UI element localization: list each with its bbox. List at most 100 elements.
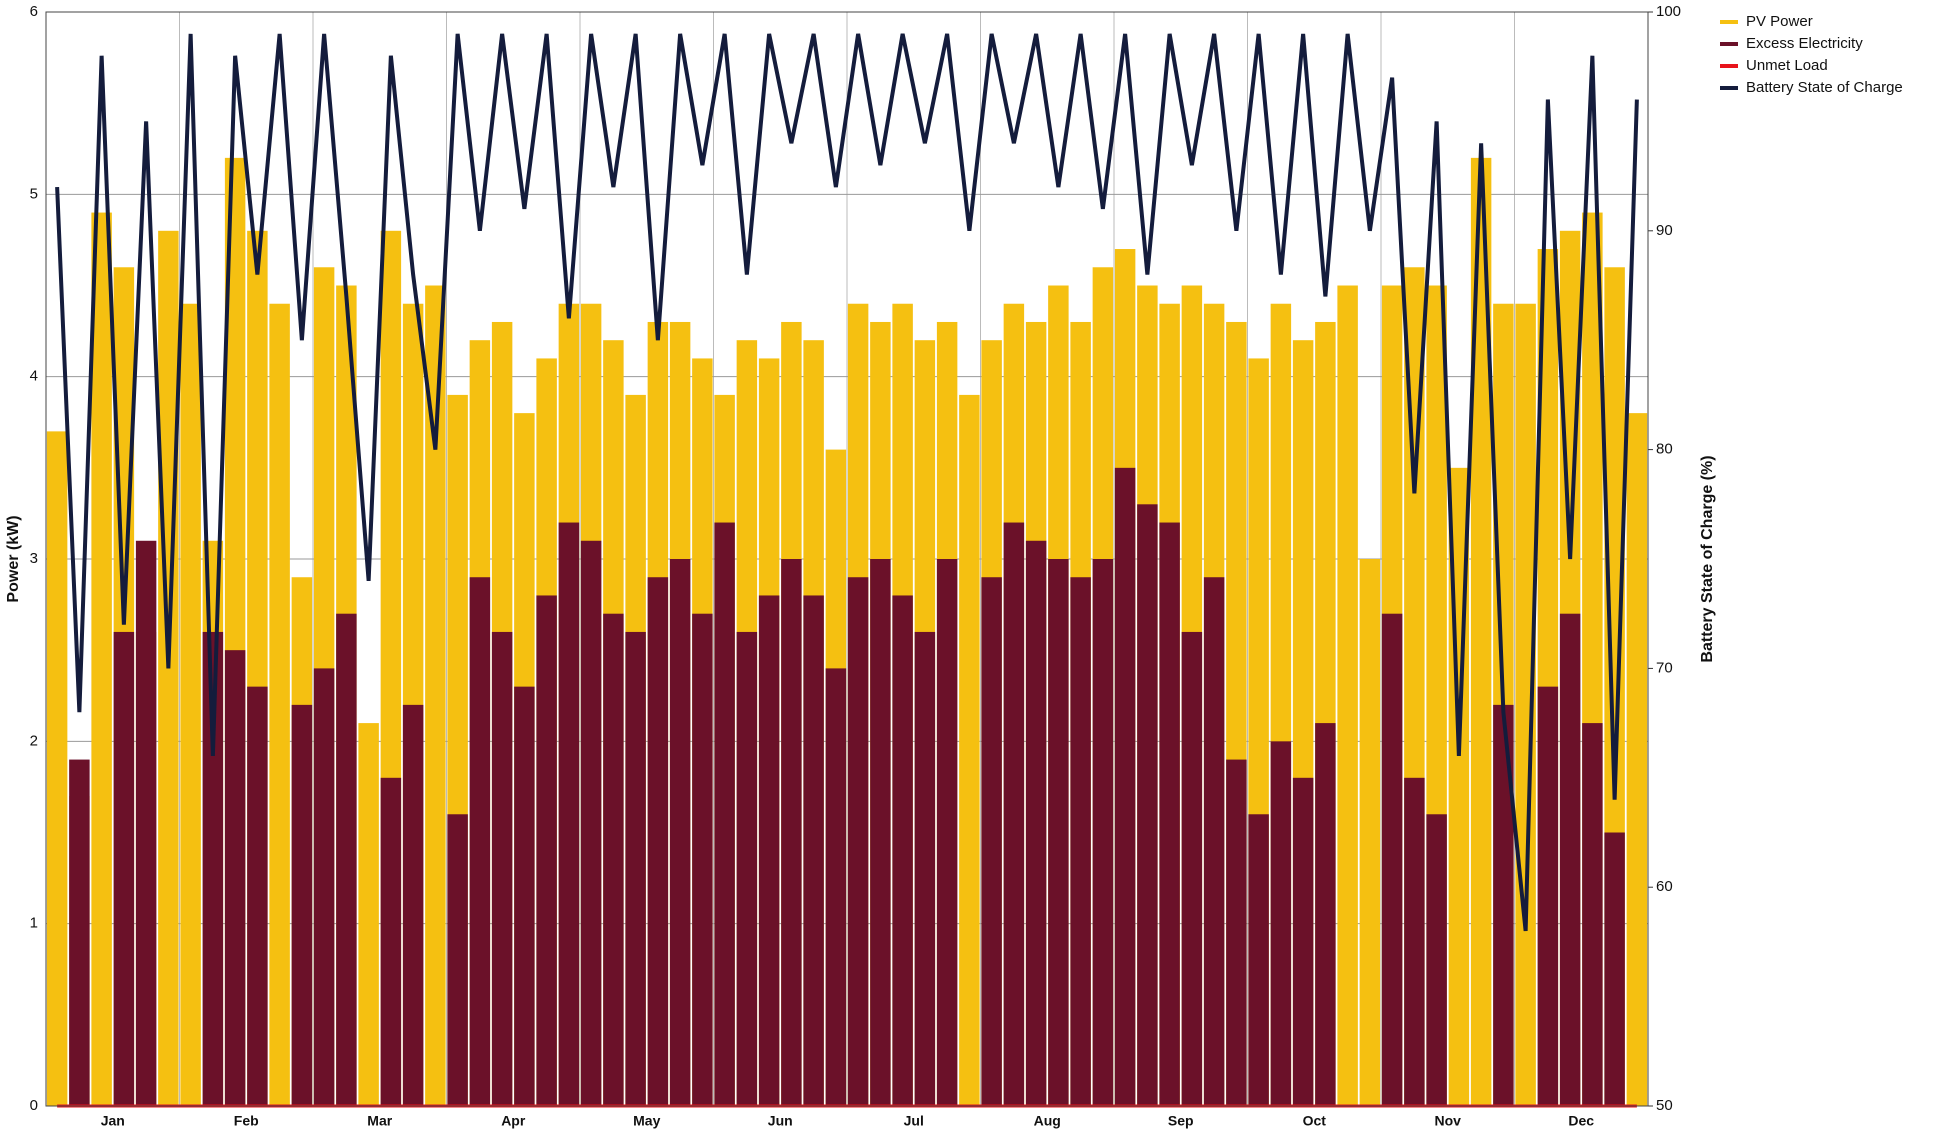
bar <box>1470 157 1492 1106</box>
bar <box>202 631 224 1106</box>
bar <box>1114 467 1136 1106</box>
x-tick-label: Jul <box>904 1113 924 1129</box>
bar <box>558 522 580 1106</box>
bar <box>514 686 535 1106</box>
bar <box>536 595 557 1106</box>
bar <box>669 559 691 1106</box>
bar <box>269 303 290 1106</box>
y-tick-label: 0 <box>30 1097 38 1114</box>
bar <box>692 613 713 1106</box>
bar <box>46 431 68 1106</box>
series-line <box>55 33 1639 932</box>
bar <box>1493 704 1514 1106</box>
y2-tick-label: 50 <box>1656 1097 1673 1114</box>
bar <box>1203 577 1225 1106</box>
x-tick-label: Mar <box>367 1113 392 1129</box>
bar <box>336 613 357 1106</box>
x-tick-label: Jun <box>768 1113 793 1129</box>
bar <box>1092 559 1114 1106</box>
bar <box>1048 559 1069 1106</box>
x-tick-label: May <box>633 1113 660 1129</box>
y-tick-label: 1 <box>30 915 38 932</box>
plot-frame <box>45 11 1649 1107</box>
bar <box>135 540 157 1106</box>
bar <box>180 303 201 1106</box>
x-tick-label: Oct <box>1303 1113 1327 1129</box>
bar <box>870 559 891 1106</box>
bar <box>113 631 135 1106</box>
bar <box>247 686 268 1106</box>
bar <box>1137 504 1158 1106</box>
x-tick-label: Nov <box>1435 1113 1462 1129</box>
x-tick-label: Aug <box>1034 1113 1061 1129</box>
bar <box>402 704 424 1106</box>
bar <box>914 631 936 1106</box>
bar <box>313 668 335 1106</box>
x-tick-label: Sep <box>1168 1113 1194 1129</box>
legend-label: PV Power <box>1746 13 1813 30</box>
bar <box>1025 540 1047 1106</box>
y2-tick-label: 90 <box>1656 222 1673 239</box>
legend-label: Battery State of Charge <box>1746 79 1903 96</box>
bar <box>959 394 980 1106</box>
bar <box>1559 613 1581 1106</box>
bar <box>91 212 112 1107</box>
bar <box>1537 686 1559 1106</box>
y2-tick-label: 100 <box>1656 3 1681 20</box>
bar <box>936 559 958 1106</box>
bar <box>825 668 847 1106</box>
bar <box>1626 413 1648 1107</box>
y2-tick-label: 70 <box>1656 659 1673 676</box>
bar <box>291 704 313 1106</box>
bar <box>358 723 379 1106</box>
bar <box>1426 814 1447 1106</box>
bar <box>69 759 90 1106</box>
bar <box>447 814 468 1106</box>
bar <box>1582 723 1603 1106</box>
bar <box>1381 613 1403 1106</box>
bar <box>1337 285 1358 1106</box>
bar <box>981 577 1002 1106</box>
y2-tick-label: 80 <box>1656 441 1673 458</box>
bar <box>1515 303 1536 1106</box>
bar <box>1226 759 1247 1106</box>
bar <box>603 613 624 1106</box>
x-tick-label: Jan <box>101 1113 125 1129</box>
bar <box>580 540 602 1106</box>
x-tick-label: Apr <box>501 1113 526 1129</box>
bar <box>758 595 780 1106</box>
legend-label: Unmet Load <box>1746 57 1828 74</box>
y-axis-title: Power (kW) <box>5 515 22 602</box>
y-tick-label: 2 <box>30 732 38 749</box>
bar <box>1315 723 1336 1106</box>
legend-label: Excess Electricity <box>1746 35 1863 52</box>
bar <box>892 595 913 1106</box>
x-tick-label: Feb <box>234 1113 259 1129</box>
y-tick-label: 3 <box>30 550 38 567</box>
bar <box>1159 522 1180 1106</box>
y-tick-label: 4 <box>30 368 38 385</box>
y2-axis-title: Battery State of Charge (%) <box>1699 455 1716 662</box>
bar <box>1292 777 1314 1106</box>
bar <box>491 631 513 1106</box>
y-tick-label: 6 <box>30 3 38 20</box>
bar <box>847 577 869 1106</box>
y2-tick-label: 60 <box>1656 878 1673 895</box>
bar <box>224 650 246 1106</box>
bar <box>1359 559 1381 1106</box>
bar <box>380 777 402 1106</box>
bar <box>647 577 669 1106</box>
bar <box>781 559 802 1106</box>
bar <box>803 595 824 1106</box>
bar <box>1404 777 1425 1106</box>
bar <box>736 631 758 1106</box>
bar <box>425 285 446 1106</box>
bar <box>1248 814 1269 1106</box>
bar <box>1181 631 1203 1106</box>
bar <box>714 522 735 1106</box>
x-tick-label: Dec <box>1568 1113 1594 1129</box>
bar <box>1604 832 1625 1106</box>
bar <box>1003 522 1025 1106</box>
bar <box>469 577 491 1106</box>
